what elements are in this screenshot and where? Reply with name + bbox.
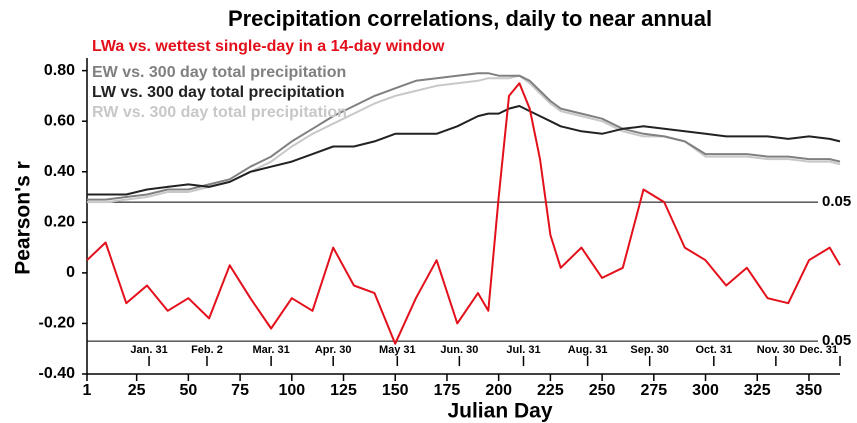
x-tick-label: 150 [382,382,409,399]
month-label: Dec. 31 [799,344,838,356]
x-tick-label: 125 [330,382,357,399]
x-tick-label: 350 [796,382,823,399]
x-tick-label: 325 [744,382,771,399]
month-label: Jun. 30 [440,344,478,356]
series-line [86,82,841,345]
y-axis-title: Pearson's r [12,161,35,275]
x-tick-label: 175 [434,382,461,399]
x-tick-label: 50 [179,382,197,399]
y-tick-label: -0.40 [39,365,76,382]
month-label: Sep. 30 [630,344,669,356]
x-tick-label: 75 [231,382,249,399]
month-label: Jan. 31 [130,344,167,356]
legend-entry: LWa vs. wettest single-day in a 14-day w… [92,38,445,55]
month-label: Aug. 31 [568,344,608,356]
legend-entry: EW vs. 300 day total precipitation [92,64,346,81]
month-label: May 31 [379,344,416,356]
x-axis-title: Julian Day [447,400,552,423]
month-label: Nov. 30 [757,344,795,356]
reference-label: 0.05 [822,193,851,210]
y-tick-label: 0.60 [44,112,75,129]
month-label: Apr. 30 [315,344,352,356]
series-line [87,105,841,196]
x-tick-label: 300 [692,382,719,399]
y-tick-label: 0 [66,264,75,281]
legend-entry: RW vs. 300 day total precipitation [92,104,347,121]
legend-entry: LW vs. 300 day total precipitation [92,84,345,101]
month-label: Oct. 31 [695,344,732,356]
x-tick-label: 100 [278,382,305,399]
y-tick-label: 0.20 [44,214,75,231]
month-label: Mar. 31 [252,344,289,356]
reference-label: 0.05 [822,332,851,349]
x-tick-label: 25 [128,382,146,399]
x-tick-label: 250 [589,382,616,399]
y-tick-label: 0.40 [44,163,75,180]
x-tick-label: 1 [83,382,92,399]
y-tick-label: -0.20 [39,315,76,332]
month-label: Feb. 2 [191,344,223,356]
chart-title: Precipitation correlations, daily to nea… [228,6,712,31]
month-label: Jul. 31 [506,344,540,356]
series-line [87,72,841,201]
y-tick-label: 0.80 [44,62,75,79]
x-tick-label: 275 [640,382,667,399]
x-tick-label: 200 [485,382,512,399]
x-tick-label: 225 [537,382,564,399]
